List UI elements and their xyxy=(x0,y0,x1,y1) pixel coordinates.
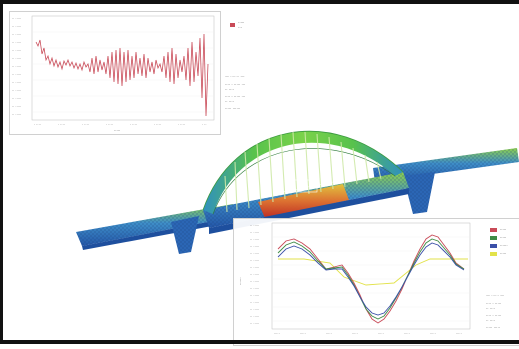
bridge-arch xyxy=(202,130,404,215)
svg-text:· ····: · ···· xyxy=(34,123,41,127)
svg-text:· ····: · ···· xyxy=(106,123,113,127)
svg-text:·····: ····· xyxy=(300,332,306,336)
legend-text: ····· xyxy=(500,235,507,240)
svg-text:·· ·····: ·· ····· xyxy=(12,89,21,93)
svg-text:·· ·····: ·· ····· xyxy=(250,224,259,228)
svg-text:·· ·····: ·· ····· xyxy=(12,17,21,21)
svg-text:·····: ····· xyxy=(430,332,436,336)
bottom-right-y-axis-label: ······ xyxy=(238,277,243,285)
bottom-right-line-chart: ·· ····· ·· ····· ·· ····· ·· ····· ·· ···… xyxy=(238,222,471,343)
bottom-right-plot-panel[interactable]: ·· ····· ·· ····· ·· ····· ·· ····· ·· ···… xyxy=(233,218,519,346)
svg-text:·····: ····· xyxy=(352,332,358,336)
svg-text:· ····: · ···· xyxy=(82,123,89,127)
svg-text:·····: ····· xyxy=(404,332,410,336)
top-left-legend-entry: ····· ··· xyxy=(230,20,246,30)
top-left-series-line xyxy=(35,33,209,117)
svg-text:·· ·····: ·· ····· xyxy=(250,308,259,312)
legend-swatch-red xyxy=(490,227,497,232)
right-approach-span xyxy=(373,148,519,214)
series-blue-line xyxy=(277,242,465,316)
series-red-line xyxy=(277,234,465,324)
svg-text:·· ·····: ·· ····· xyxy=(250,294,259,298)
svg-text:·· ·····: ·· ····· xyxy=(250,287,259,291)
svg-text:·· ·····: ·· ····· xyxy=(250,238,259,242)
svg-text:· ··: · ·· xyxy=(202,123,207,127)
svg-text:·· ·····: ·· ····· xyxy=(12,49,21,53)
svg-text:·· ·····: ·· ····· xyxy=(12,105,21,109)
legend-swatch-blue xyxy=(490,243,497,248)
svg-text:·· ·····: ·· ····· xyxy=(12,57,21,61)
left-approach-span xyxy=(76,204,239,254)
legend-text: ······ xyxy=(500,243,508,248)
legend-text: ····· xyxy=(500,251,507,256)
svg-text:· ····: · ···· xyxy=(130,123,137,127)
top-left-line-chart: ·· ····· ·· ····· ·· ····· ·· ····· ·· ···… xyxy=(12,15,215,133)
top-left-x-axis-label: ····· xyxy=(114,128,120,133)
svg-text:·· ·····: ·· ····· xyxy=(250,280,259,284)
svg-text:·· ·····: ·· ····· xyxy=(250,252,259,256)
bottom-border xyxy=(0,340,519,344)
top-left-x-ticks: · ···· · ···· · ···· · ···· · ···· · ···· ·… xyxy=(34,123,207,127)
svg-text:·· ·····: ·· ····· xyxy=(250,266,259,270)
svg-text:·· ·····: ·· ····· xyxy=(12,33,21,37)
legend-text: ····· xyxy=(500,227,507,232)
svg-text:· ····: · ···· xyxy=(178,123,185,127)
legend-entry-red: ····· xyxy=(490,227,506,232)
bottom-right-summary: — ······ — ···· · ····· ·· ···· ···· · ·… xyxy=(486,293,505,330)
bottom-right-y-ticks: ·· ····· ·· ····· ·· ····· ·· ····· ·· ···… xyxy=(250,224,259,326)
series-green-line xyxy=(277,238,465,320)
svg-text:·····: ····· xyxy=(456,332,462,336)
top-left-plot-panel[interactable]: ·· ····· ·· ····· ·· ····· ·· ····· ·· ···… xyxy=(9,11,244,135)
legend-swatch-yellow xyxy=(490,251,497,256)
svg-text:·· ·····: ·· ····· xyxy=(250,245,259,249)
svg-text:·· ·····: ·· ····· xyxy=(12,25,21,29)
svg-text:·····: ····· xyxy=(378,332,384,336)
svg-text:· ····: · ···· xyxy=(154,123,161,127)
bridge-model-3d-view[interactable] xyxy=(3,4,519,344)
svg-text:·· ·····: ·· ····· xyxy=(12,65,21,69)
3d-viewport[interactable]: ·· ····· ·· ····· ·· ····· ·· ····· ·· ···… xyxy=(3,4,519,346)
svg-text:·····: ····· xyxy=(274,332,280,336)
blank-overlay-box xyxy=(3,292,72,344)
series-yellow-line xyxy=(278,258,468,286)
svg-text:·· ·····: ·· ····· xyxy=(250,231,259,235)
legend-entry-blue: ······ xyxy=(490,243,508,248)
svg-text:·· ·····: ·· ····· xyxy=(12,113,21,117)
left-border xyxy=(0,0,3,344)
svg-text:· ····: · ···· xyxy=(58,123,65,127)
legend-swatch-red xyxy=(230,23,236,27)
legend-entry-yellow: ····· xyxy=(490,251,506,256)
svg-text:·· ·····: ·· ····· xyxy=(250,301,259,305)
svg-text:·····: ····· xyxy=(326,332,332,336)
svg-text:·· ·····: ·· ····· xyxy=(250,259,259,263)
svg-text:·· ·····: ·· ····· xyxy=(12,41,21,45)
legend-text: ····· ··· xyxy=(238,20,245,30)
top-left-y-ticks: ·· ····· ·· ····· ·· ····· ·· ····· ·· ···… xyxy=(12,17,21,117)
svg-text:·· ·····: ·· ····· xyxy=(12,81,21,85)
svg-text:·· ·····: ·· ····· xyxy=(12,97,21,101)
svg-text:·· ·····: ·· ····· xyxy=(12,73,21,77)
svg-text:·· ·····: ·· ····· xyxy=(250,315,259,319)
svg-text:·· ·····: ·· ····· xyxy=(250,322,259,326)
top-border xyxy=(0,0,519,4)
legend-entry-green: ····· xyxy=(490,235,506,240)
legend-swatch-green xyxy=(490,235,497,240)
top-left-summary: — ······· — ···· · ····· ··· ·· ···· ···… xyxy=(225,74,246,111)
bottom-right-x-ticks: ····· ····· ····· ····· ····· ····· ····· ··… xyxy=(274,332,462,336)
svg-text:·· ·····: ·· ····· xyxy=(250,273,259,277)
